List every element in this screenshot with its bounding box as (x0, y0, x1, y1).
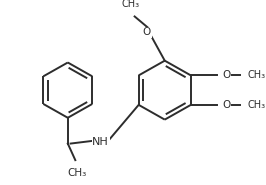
Text: NH: NH (92, 137, 109, 147)
Text: O: O (143, 27, 151, 37)
Text: CH₃: CH₃ (247, 70, 265, 80)
Text: CH₃: CH₃ (122, 0, 140, 9)
Text: O: O (222, 70, 230, 80)
Text: O: O (222, 100, 230, 110)
Text: CH₃: CH₃ (68, 168, 87, 178)
Text: CH₃: CH₃ (247, 100, 265, 110)
